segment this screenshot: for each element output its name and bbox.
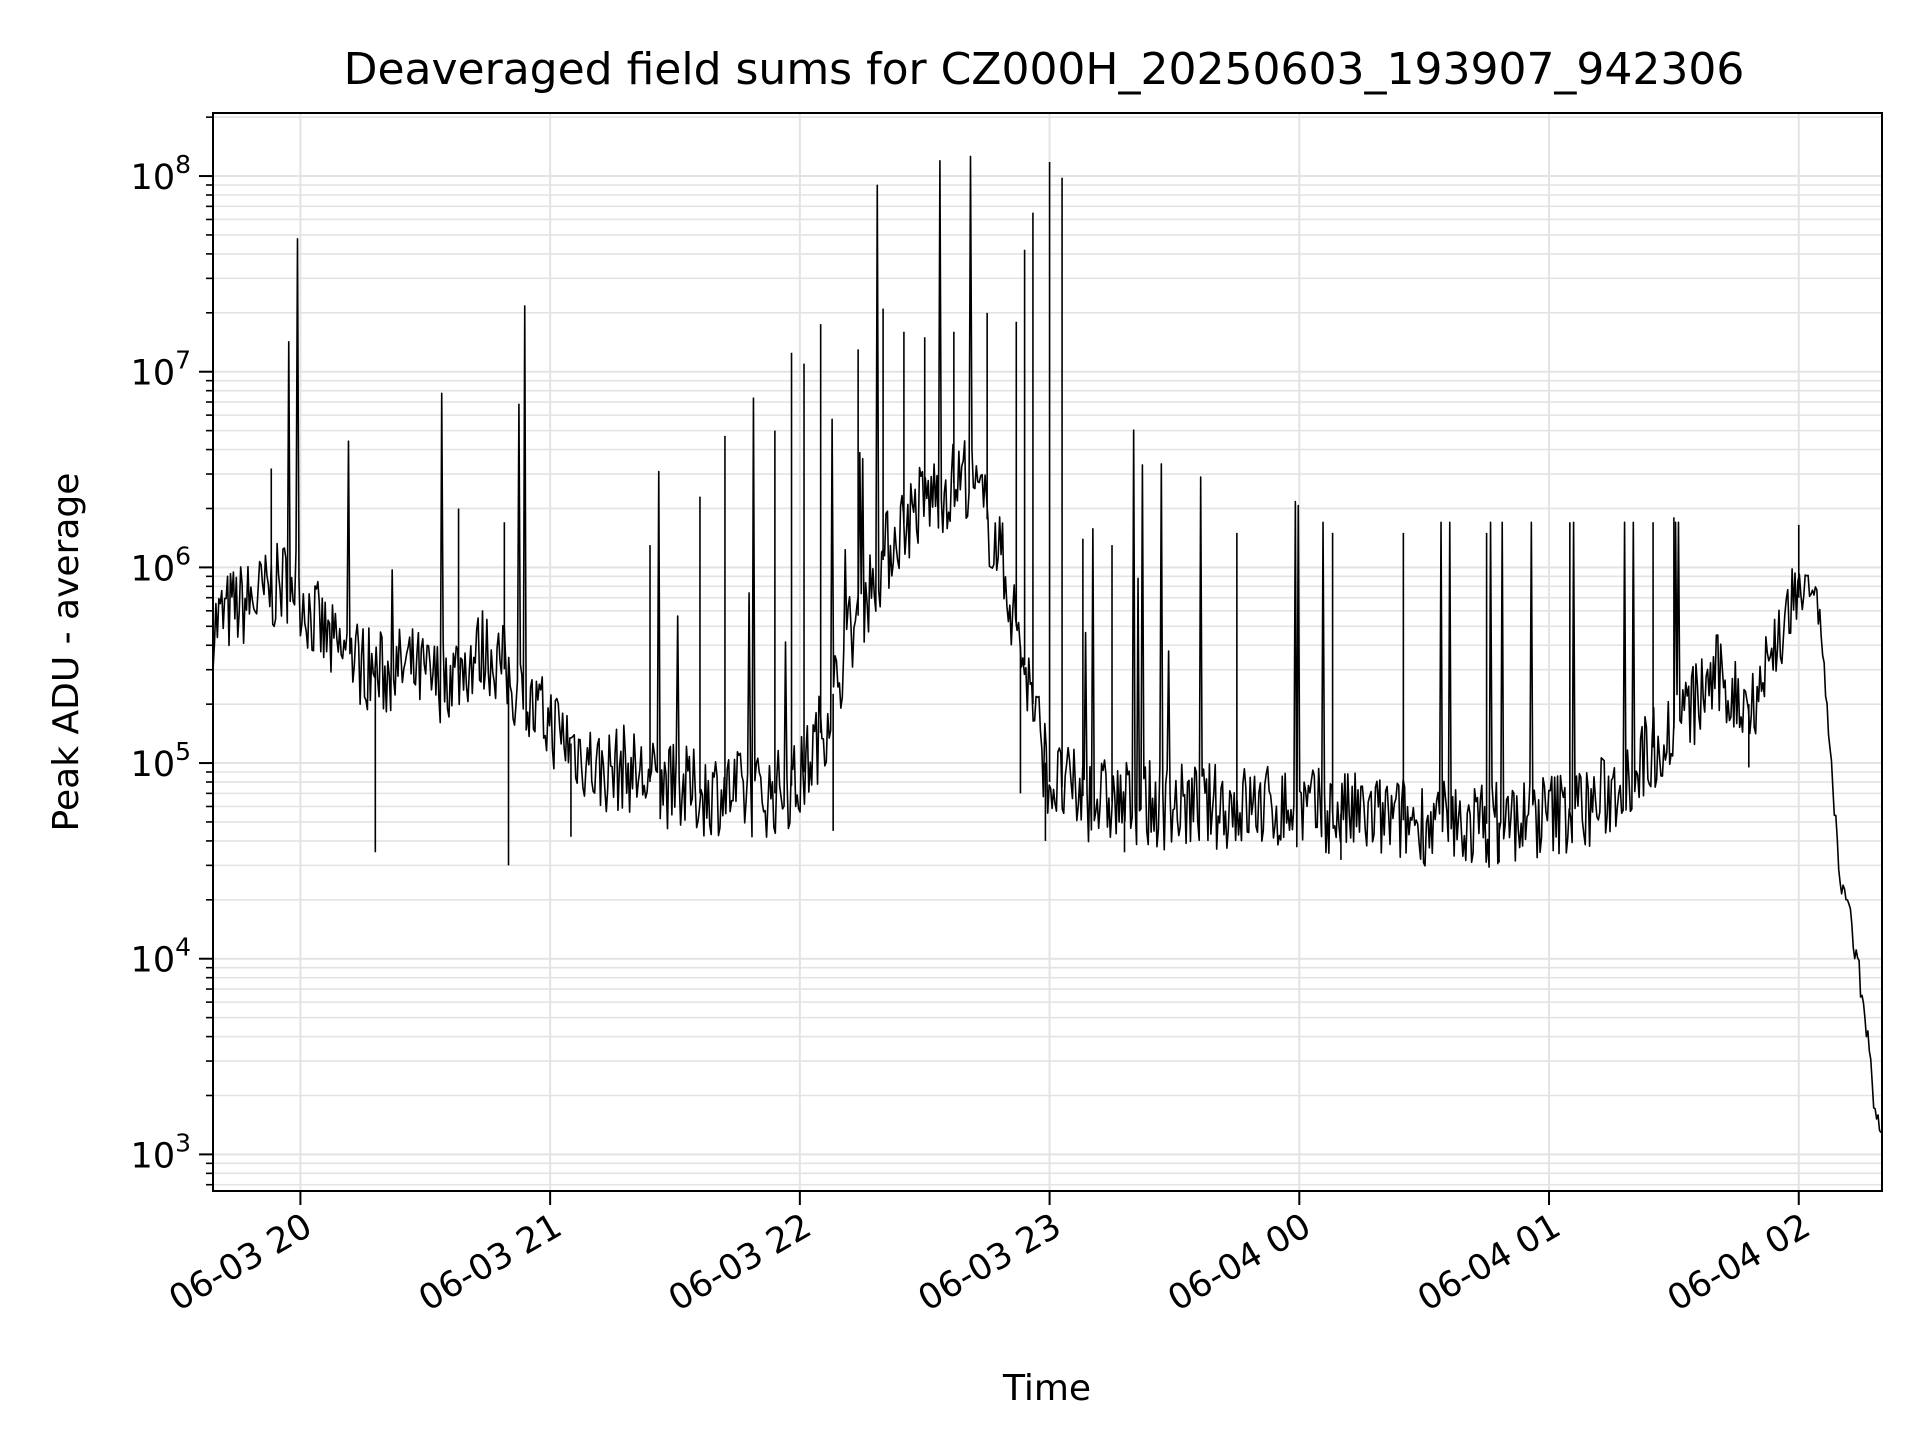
series-line xyxy=(212,155,1882,1133)
y-tick-label: 105 xyxy=(131,737,191,785)
y-tick-label: 107 xyxy=(131,346,191,394)
y-tick-label: 106 xyxy=(131,541,191,589)
y-tick-label: 104 xyxy=(131,933,191,981)
chart-title: Deaveraged field sums for CZ000H_2025060… xyxy=(344,44,1745,95)
plot-area-frame xyxy=(212,112,1883,1192)
x-axis-label: Time xyxy=(1002,1368,1091,1409)
y-tick-label: 103 xyxy=(131,1128,191,1176)
series-line-layer xyxy=(212,155,1882,1133)
y-axis-label: Peak ADU - average xyxy=(46,473,87,832)
y-axis: 103 104 105 106 107 108 xyxy=(131,116,213,1186)
y-tick-label: 108 xyxy=(131,150,191,198)
